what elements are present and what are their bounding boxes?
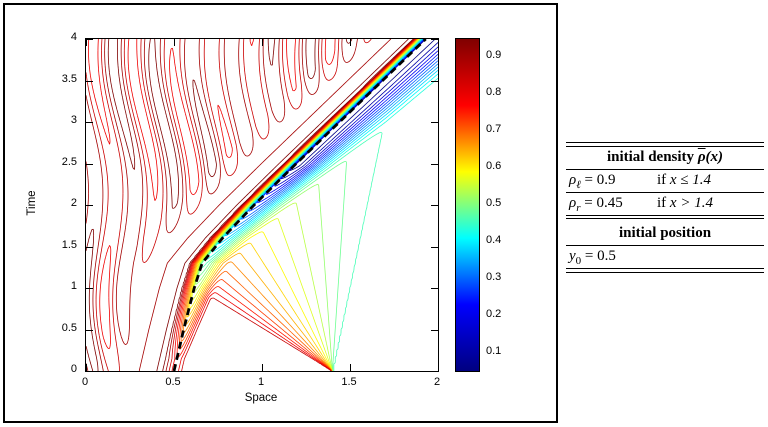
colorbar bbox=[455, 38, 480, 372]
y-tick-mark bbox=[86, 122, 93, 123]
density-header-text: initial density bbox=[606, 148, 698, 165]
x-tick-mark bbox=[86, 39, 87, 46]
x-tick-label: 1 bbox=[257, 376, 265, 388]
colorbar-tick-label: 0.3 bbox=[486, 270, 502, 283]
x-tick-mark bbox=[438, 364, 439, 371]
y-tick-label: 4 bbox=[70, 31, 77, 43]
x-tick-label: 0 bbox=[81, 376, 89, 388]
colorbar-tick-label: 0.4 bbox=[486, 233, 502, 246]
position-table-header: initial position bbox=[618, 225, 712, 241]
density-right-value: ρr = 0.45 bbox=[569, 194, 623, 214]
table-rule-double bbox=[566, 268, 764, 273]
y-tick-mark bbox=[431, 80, 438, 82]
colorbar-tick-label: 0.5 bbox=[486, 197, 502, 209]
colorbar-tick-label: 0.7 bbox=[486, 123, 502, 136]
x-tick-mark bbox=[174, 364, 175, 371]
y-tick-label: 2 bbox=[70, 197, 77, 209]
density-row-left: ρℓ = 0.9 if x ≤ 1.4 bbox=[566, 170, 764, 192]
density-table-header: initial density ρ(x) bbox=[566, 147, 764, 169]
x-tick-mark bbox=[174, 39, 175, 46]
x-tick-mark bbox=[86, 364, 87, 371]
x-tick-mark bbox=[350, 39, 351, 46]
y-tick-mark bbox=[431, 329, 438, 331]
x-tick-mark bbox=[262, 364, 263, 371]
y-tick-mark bbox=[431, 122, 438, 123]
position-value: y0 = 0.5 bbox=[569, 248, 616, 267]
y-tick-label: 3.5 bbox=[61, 72, 77, 85]
y-tick-mark bbox=[86, 163, 93, 165]
y-tick-label: 1 bbox=[70, 280, 77, 292]
x-tick-label: 1.5 bbox=[341, 376, 357, 388]
y-tick-mark bbox=[86, 205, 93, 206]
table-rule bbox=[566, 245, 764, 246]
density-right-condition: if x > 1.4 bbox=[657, 194, 713, 211]
y-tick-mark bbox=[86, 246, 93, 248]
colorbar-tick-label: 0.6 bbox=[486, 160, 502, 173]
table-rule bbox=[566, 191, 764, 193]
table-rule-double bbox=[566, 214, 764, 219]
x-tick-label: 0.5 bbox=[165, 376, 181, 388]
figure-frame bbox=[3, 3, 558, 423]
initial-conditions-panel: initial density ρ(x) ρℓ = 0.9 if x ≤ 1.4… bbox=[566, 142, 764, 273]
colorbar-tick-label: 0.1 bbox=[486, 344, 502, 357]
density-header-arg: (x) bbox=[705, 148, 724, 165]
y-tick-mark bbox=[431, 371, 438, 372]
y-tick-label: 2.5 bbox=[61, 155, 77, 168]
y-tick-mark bbox=[431, 163, 438, 165]
y-tick-mark bbox=[431, 39, 438, 40]
y-tick-mark bbox=[86, 39, 93, 40]
density-row-right: ρr = 0.45 if x > 1.4 bbox=[566, 193, 764, 215]
table-rule bbox=[566, 168, 764, 170]
x-tick-label: 2 bbox=[433, 376, 441, 388]
colorbar-tick-label: 0.9 bbox=[486, 49, 502, 62]
x-axis-label: Space bbox=[244, 392, 278, 404]
y-tick-label: 3 bbox=[70, 114, 77, 126]
y-tick-mark bbox=[86, 80, 93, 82]
y-tick-mark bbox=[86, 288, 93, 289]
colorbar-gradient bbox=[456, 39, 479, 371]
y-tick-mark bbox=[431, 246, 438, 248]
density-header-rho-bar: ρ bbox=[697, 148, 706, 165]
y-tick-mark bbox=[431, 288, 438, 289]
y-tick-label: 0.5 bbox=[61, 321, 77, 334]
density-left-condition: if x ≤ 1.4 bbox=[657, 171, 712, 188]
colorbar-tick-label: 0.2 bbox=[486, 307, 502, 320]
y-axis-label: Time bbox=[26, 190, 38, 216]
colorbar-tick-label: 0.8 bbox=[486, 86, 502, 99]
x-tick-mark bbox=[262, 39, 263, 46]
y-tick-mark bbox=[86, 371, 93, 372]
x-tick-mark bbox=[350, 364, 351, 371]
y-tick-mark bbox=[86, 329, 93, 331]
contour-plot-axes bbox=[85, 38, 439, 372]
table-rule-double bbox=[566, 142, 764, 147]
contour-plot-canvas bbox=[86, 39, 438, 371]
position-row: y0 = 0.5 bbox=[566, 246, 764, 268]
y-tick-label: 1.5 bbox=[61, 238, 77, 251]
density-left-value: ρℓ = 0.9 bbox=[569, 171, 616, 191]
y-tick-mark bbox=[431, 205, 438, 206]
y-tick-label: 0 bbox=[70, 363, 77, 375]
x-tick-mark bbox=[438, 39, 439, 46]
